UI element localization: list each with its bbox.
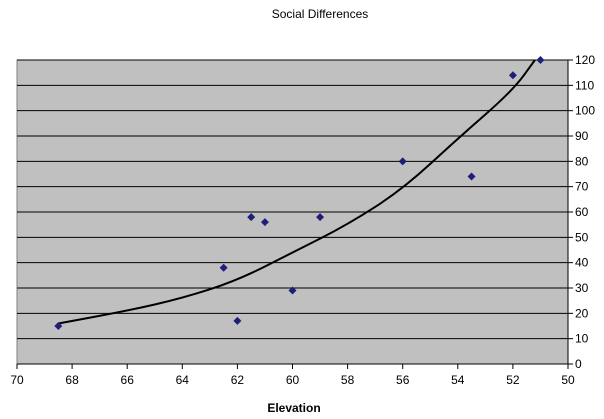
y-tick-label-8: 80: [575, 154, 589, 168]
x-tick-label-2: 66: [121, 373, 135, 387]
y-tick-label-1: 10: [575, 332, 589, 346]
x-tick-label-5: 60: [286, 373, 300, 387]
data-points: [54, 56, 545, 330]
y-tick-label-10: 100: [575, 104, 595, 118]
y-tick-label-4: 40: [575, 256, 589, 270]
y-tick-label-9: 90: [575, 129, 589, 143]
y-tick-label-12: 120: [575, 53, 595, 67]
data-point-5: [288, 286, 297, 295]
data-point-1: [219, 263, 228, 272]
data-point-2: [233, 316, 242, 325]
y-axis-ticks: 0 10 20 30 40 50 60 70 80 90 100 110 120: [568, 53, 595, 371]
x-tick-label-9: 52: [506, 373, 520, 387]
x-axis-label: Elevation: [267, 401, 320, 415]
y-tick-label-3: 30: [575, 281, 589, 295]
y-tick-label-7: 70: [575, 180, 589, 194]
x-tick-label-10: 50: [561, 373, 575, 387]
data-point-6: [316, 213, 325, 222]
data-point-9: [508, 71, 517, 80]
y-tick-label-2: 20: [575, 306, 589, 320]
x-tick-label-7: 56: [396, 373, 410, 387]
x-tick-label-1: 68: [65, 373, 79, 387]
data-point-4: [260, 218, 269, 227]
y-tick-label-5: 50: [575, 230, 589, 244]
data-point-8: [467, 172, 476, 181]
x-tick-label-4: 62: [231, 373, 245, 387]
data-point-7: [398, 157, 407, 166]
chart-title: Social Differences: [272, 7, 369, 21]
x-tick-label-6: 58: [341, 373, 355, 387]
y-tick-label-0: 0: [575, 357, 582, 371]
y-tick-label-6: 60: [575, 205, 589, 219]
y-tick-label-11: 110: [575, 78, 594, 92]
data-point-10: [536, 56, 545, 64]
data-point-0: [54, 322, 63, 330]
data-point-3: [247, 213, 256, 222]
x-tick-label-0: 70: [10, 373, 24, 387]
trend-line: [58, 59, 536, 325]
x-tick-label-3: 64: [176, 373, 190, 387]
x-axis-ticks: 70 68 66 64 62 60 58 56 54 52 50: [10, 364, 575, 387]
x-tick-label-8: 54: [451, 373, 465, 387]
